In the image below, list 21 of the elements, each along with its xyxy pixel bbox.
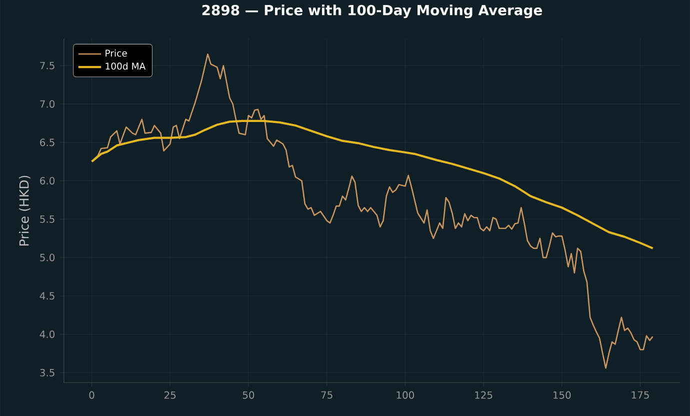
y-tick-label: 7.0: [40, 100, 55, 108]
x-tick-label: 125: [475, 391, 492, 399]
y-tick-label: 7.5: [40, 62, 54, 70]
y-tick-label: 5.5: [40, 215, 54, 223]
x-tick-label: 150: [554, 391, 571, 399]
x-tick-label: 25: [164, 391, 176, 399]
y-tick-label: 4.0: [40, 330, 55, 338]
y-axis-title: Price (HKD): [19, 176, 30, 246]
x-tick-label: 75: [321, 391, 332, 398]
legend-label: Price: [106, 49, 127, 56]
legend-label: 100d MA: [106, 62, 146, 70]
y-tick-label: 3.5: [40, 368, 54, 376]
x-tick-label: 100: [396, 391, 414, 399]
x-tick-label: 0: [89, 391, 94, 399]
y-tick-label: 4.5: [40, 292, 54, 300]
y-tick-label: 6.5: [40, 138, 54, 146]
y-tick-label: 6.0: [40, 176, 55, 184]
chart-title: 2898 — Price with 100-Day Moving Average: [202, 4, 542, 18]
x-tick-label: 50: [242, 391, 254, 399]
x-tick-label: 175: [632, 391, 649, 398]
y-tick-label: 5.0: [40, 254, 55, 262]
